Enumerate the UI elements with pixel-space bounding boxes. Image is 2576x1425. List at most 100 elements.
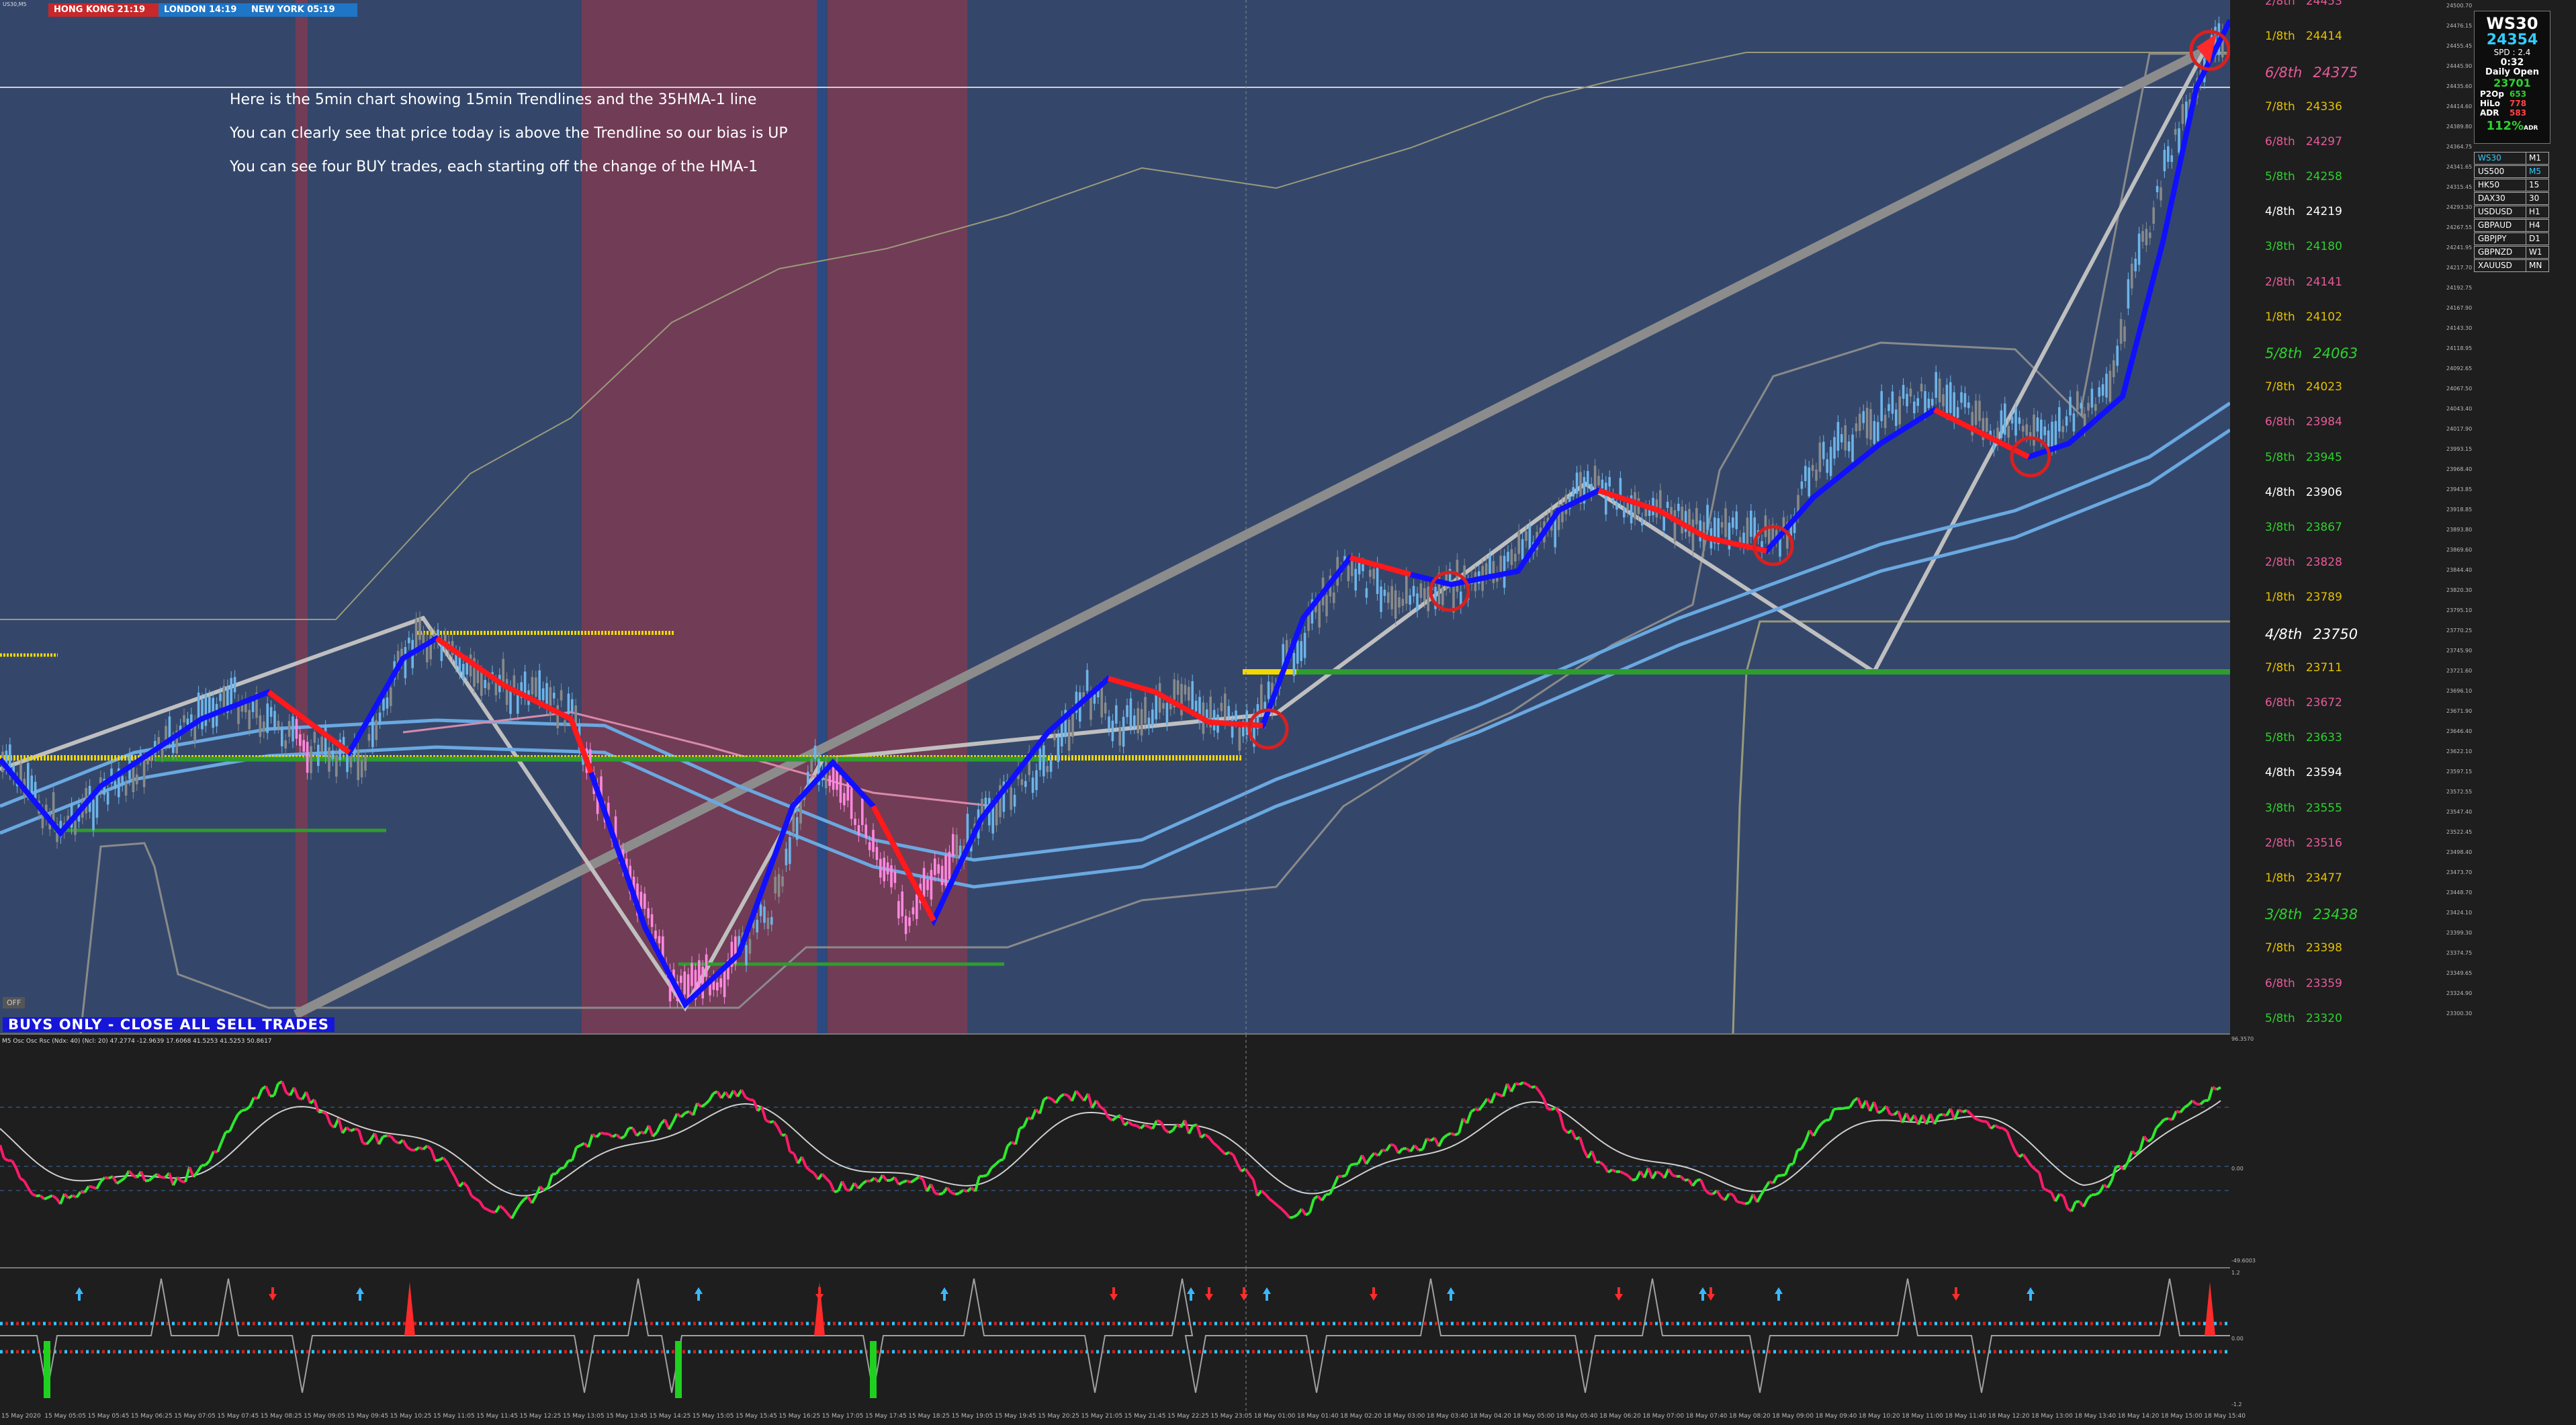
symbol-button[interactable]: WS30	[2474, 152, 2526, 165]
candle-body	[505, 679, 508, 705]
osc-segment	[829, 1182, 836, 1193]
symbol-row[interactable]: HK50 15	[2474, 179, 2549, 191]
symbol-row[interactable]: GBPAUD H4	[2474, 219, 2549, 232]
candle-body	[1891, 391, 1894, 414]
symbol-row[interactable]: GBPNZD W1	[2474, 246, 2549, 259]
symbol-button[interactable]: US500	[2474, 165, 2526, 178]
candle-body	[1648, 507, 1651, 517]
buy-arrow-icon	[695, 1287, 703, 1301]
candle-body	[1351, 559, 1353, 576]
osc-segment	[402, 1139, 408, 1148]
price-tick: 23770.25	[2446, 628, 2473, 634]
osc-segment	[487, 1208, 492, 1213]
candle-body	[843, 793, 846, 806]
osc-segment	[1071, 1090, 1077, 1102]
candle-body	[440, 641, 443, 661]
signal-arrows-panel[interactable]	[0, 1268, 2230, 1415]
hma-red-segment	[1597, 488, 1767, 554]
main-chart[interactable]	[0, 0, 2230, 1033]
candle-body	[1206, 709, 1208, 721]
osc-segment	[1454, 1131, 1460, 1137]
osc-segment	[2171, 1111, 2178, 1121]
time-tick: 15 May 06:25	[130, 1413, 173, 1420]
osc-segment	[1769, 1180, 1774, 1184]
candle-body	[1151, 709, 1154, 726]
candle-body	[662, 936, 664, 958]
candle-body	[890, 865, 893, 888]
murrey-level: 1/8th 24102	[2265, 310, 2342, 324]
candle-body	[1732, 517, 1734, 528]
oscillator-panel[interactable]	[0, 1035, 2230, 1267]
level-price: 24336	[2305, 99, 2342, 114]
candle-body	[1989, 431, 1992, 439]
candle-body	[1583, 477, 1586, 504]
candle-body	[850, 788, 853, 819]
osc-segment	[612, 1133, 617, 1138]
timeframe-button[interactable]: 15	[2526, 179, 2549, 191]
osc-segment	[620, 1135, 625, 1140]
candle-body	[940, 865, 944, 886]
symbol-row[interactable]: GBPJPY D1	[2474, 232, 2549, 245]
symbol-button[interactable]: XAUUSD	[2474, 259, 2526, 272]
symbol-button[interactable]: DAX30	[2474, 192, 2526, 205]
osc-segment	[1103, 1109, 1110, 1119]
osc-segment	[293, 1087, 300, 1099]
red-spike	[404, 1282, 415, 1336]
osc-segment	[2038, 1172, 2045, 1189]
buy-arrow-icon	[1447, 1287, 1455, 1301]
timeframe-button[interactable]: M1	[2526, 152, 2549, 165]
candle-body	[759, 904, 762, 916]
timeframe-button[interactable]: W1	[2526, 246, 2549, 259]
time-tick: 15 May 09:05	[304, 1413, 345, 1420]
symbol-button[interactable]: HK50	[2474, 179, 2526, 191]
osc-segment	[704, 1099, 711, 1105]
osc-segment	[898, 1180, 903, 1186]
osc-segment	[1349, 1162, 1355, 1167]
symbol-button[interactable]: USDUSD	[2474, 206, 2526, 218]
price-tick: 24017.90	[2446, 426, 2473, 432]
osc-segment	[1047, 1096, 1053, 1100]
timeframe-button[interactable]: H4	[2526, 219, 2549, 232]
symbol-row[interactable]: WS30 M1	[2474, 152, 2549, 165]
osc-segment	[1385, 1143, 1392, 1152]
symbol-button[interactable]: GBPJPY	[2474, 232, 2526, 245]
candle-body	[520, 682, 523, 698]
osc-segment	[498, 1205, 505, 1210]
symbol-row[interactable]: USDUSD H1	[2474, 206, 2549, 218]
symbol-button[interactable]: GBPAUD	[2474, 219, 2526, 232]
off-button[interactable]: OFF	[3, 997, 26, 1008]
osc-segment	[394, 1139, 400, 1145]
osc-segment	[245, 1105, 251, 1111]
timeframe-button[interactable]: M5	[2526, 165, 2549, 178]
osc-segment	[1724, 1193, 1730, 1201]
time-tick: 18 May 15:40	[2204, 1413, 2246, 1420]
time-tick: 15 May 11:45	[476, 1413, 519, 1420]
main-chart-svg	[0, 0, 2230, 1033]
candle-body	[19, 763, 22, 787]
price-tick: 24092.65	[2446, 365, 2473, 372]
osc-segment	[547, 1174, 553, 1188]
timeframe-button[interactable]: MN	[2526, 259, 2549, 272]
osc-segment	[478, 1200, 485, 1209]
symbol-row[interactable]: US500 M5	[2474, 165, 2549, 178]
symbol-row[interactable]: DAX30 30	[2474, 192, 2549, 205]
symbol-row[interactable]: XAUUSD MN	[2474, 259, 2549, 272]
candle-body	[1180, 683, 1183, 716]
timeframe-button[interactable]: H1	[2526, 206, 2549, 218]
osc-segment	[893, 1176, 900, 1185]
level-label: 2/8th	[2265, 836, 2295, 850]
osc-segment	[337, 1118, 344, 1134]
candle-body	[473, 658, 476, 687]
osc-segment	[708, 1092, 715, 1101]
osc-segment	[120, 1176, 126, 1182]
timeframe-button[interactable]: D1	[2526, 232, 2549, 245]
symbol-button[interactable]: GBPNZD	[2474, 246, 2526, 259]
price-tick: 23473.70	[2446, 869, 2473, 875]
osc-segment	[196, 1164, 203, 1173]
timeframe-button[interactable]: 30	[2526, 192, 2549, 205]
osc-segment	[298, 1096, 303, 1101]
murrey-level: 3/8th 23438	[2265, 906, 2358, 922]
osc-segment	[1188, 1125, 1194, 1135]
candle-body	[1554, 517, 1556, 548]
candle-body	[2170, 155, 2173, 163]
